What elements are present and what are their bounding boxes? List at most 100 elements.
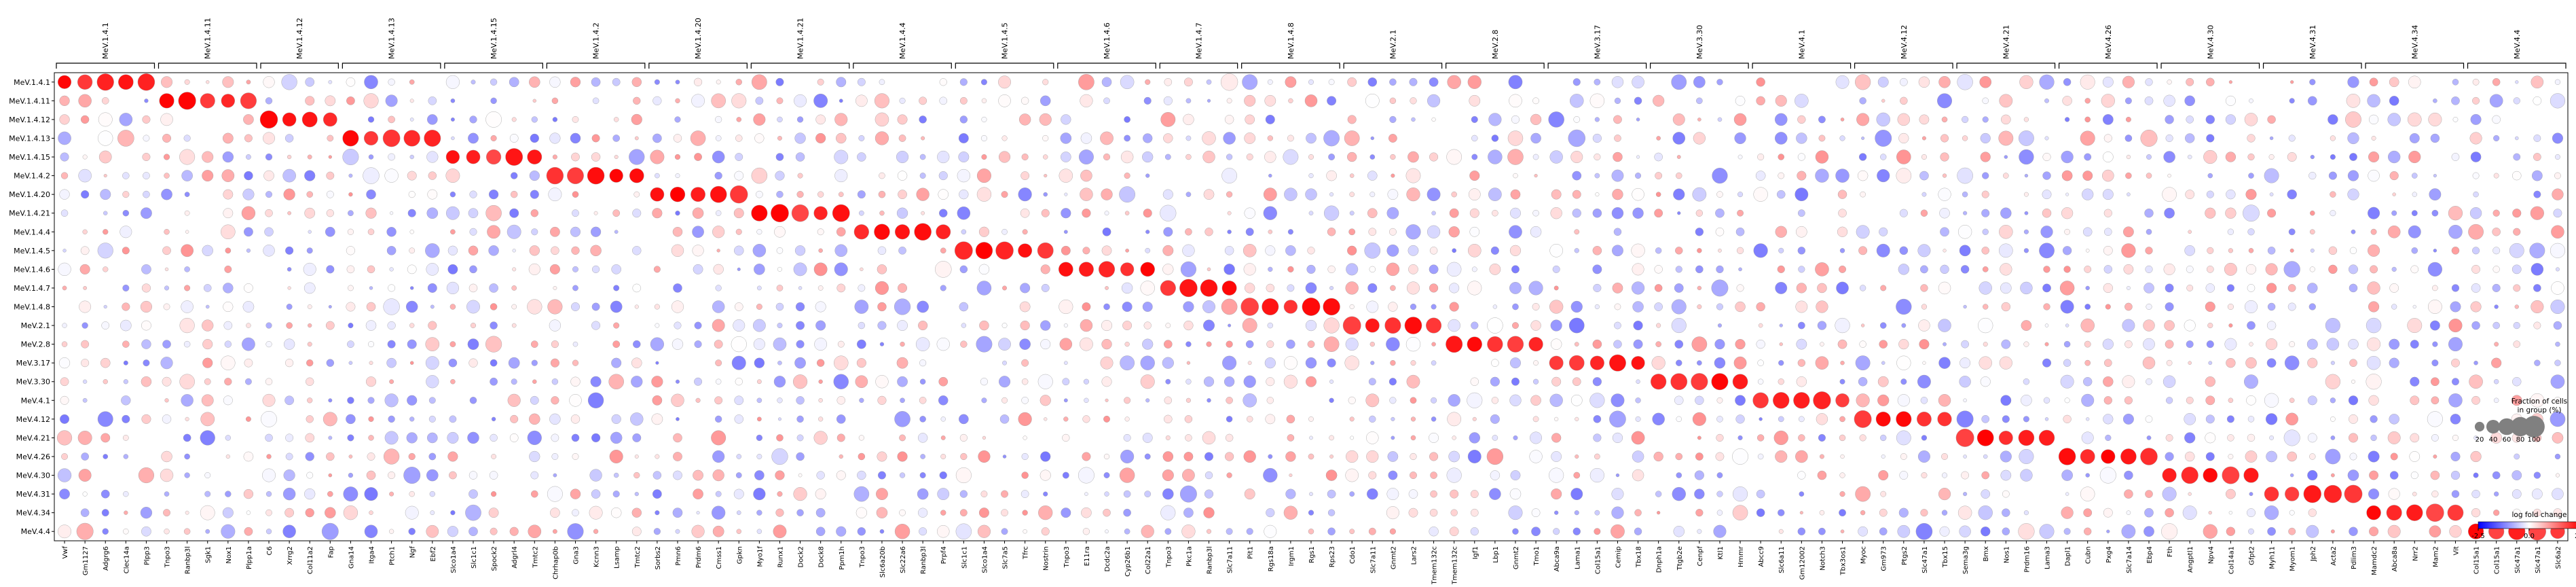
- dot: [676, 417, 680, 421]
- dot: [1244, 488, 1255, 500]
- dot: [1080, 188, 1093, 201]
- dot: [1288, 98, 1293, 103]
- dot: [1898, 264, 1910, 275]
- dot: [2023, 117, 2029, 122]
- dot: [1778, 416, 1784, 423]
- dot: [408, 528, 416, 535]
- dot: [1064, 192, 1068, 196]
- dot: [959, 96, 968, 105]
- dot: [1921, 136, 1926, 141]
- dot: [445, 168, 460, 183]
- dot: [1470, 527, 1479, 536]
- dot: [1963, 304, 1967, 309]
- dot: [914, 223, 932, 241]
- dot: [1799, 511, 1803, 515]
- dot: [1654, 284, 1663, 292]
- dot: [570, 488, 581, 499]
- group-label: MeV.1.4.13: [388, 18, 397, 59]
- colorbar: [2478, 521, 2576, 529]
- dot: [2184, 432, 2196, 444]
- dot: [2471, 264, 2480, 274]
- dot: [2308, 303, 2316, 310]
- dot: [1778, 529, 1784, 534]
- dot: [1265, 414, 1276, 425]
- dot: [388, 115, 395, 124]
- dot: [1202, 300, 1215, 313]
- dot: [898, 247, 906, 255]
- dot: [1815, 150, 1829, 164]
- dot: [2325, 318, 2340, 334]
- dot: [242, 188, 255, 200]
- group-label: MeV.4.21: [2002, 25, 2010, 59]
- dot: [1041, 283, 1050, 292]
- dot: [346, 96, 355, 105]
- dot: [1408, 508, 1418, 518]
- dot: [530, 133, 539, 143]
- dot: [2492, 209, 2500, 217]
- dot: [1388, 228, 1397, 236]
- dot: [263, 76, 275, 88]
- dot: [916, 188, 930, 201]
- dot: [283, 338, 295, 350]
- dot: [1370, 136, 1374, 141]
- dot: [1674, 283, 1684, 293]
- dot: [1716, 472, 1723, 478]
- dot: [1796, 132, 1807, 144]
- dot: [2188, 230, 2192, 234]
- dot: [2369, 470, 2379, 480]
- dot: [571, 433, 580, 442]
- dot: [711, 430, 726, 446]
- dot: [652, 133, 662, 143]
- dot: [1263, 188, 1277, 201]
- dot: [1307, 247, 1315, 255]
- dot: [2186, 266, 2194, 273]
- dot: [631, 376, 643, 388]
- dot: [471, 79, 476, 85]
- dot: [342, 149, 359, 166]
- dot: [2387, 524, 2401, 538]
- dot: [2120, 448, 2137, 465]
- dot: [652, 208, 663, 219]
- column-label: Gm12002: [1799, 546, 1806, 580]
- group-bracket: [2467, 63, 2566, 69]
- dot: [185, 230, 189, 234]
- dot: [1634, 509, 1642, 516]
- dot: [1714, 339, 1725, 350]
- dot: [2492, 283, 2501, 292]
- dot: [1185, 341, 1192, 347]
- dot: [1530, 431, 1543, 444]
- dot: [1860, 191, 1866, 198]
- dot: [2206, 266, 2214, 273]
- dot: [530, 471, 539, 480]
- dot: [1942, 173, 1947, 178]
- dot: [2287, 451, 2298, 462]
- dot: [1102, 227, 1111, 236]
- dot: [815, 527, 826, 536]
- dot: [940, 510, 946, 516]
- dot: [96, 73, 114, 91]
- dot: [813, 206, 828, 220]
- dot: [1431, 211, 1436, 215]
- dot: [1549, 467, 1564, 483]
- dot: [1489, 263, 1501, 275]
- dot: [756, 454, 762, 459]
- dot: [1919, 114, 1930, 125]
- dot: [1021, 359, 1029, 367]
- group-bracket: [955, 63, 1054, 69]
- row-label: MeV.1.4.1: [14, 78, 50, 87]
- column-label: Cenpf: [1697, 546, 1704, 567]
- dot: [2126, 285, 2131, 290]
- dot: [1226, 154, 1233, 160]
- dot: [1002, 360, 1007, 366]
- dot: [1959, 357, 1971, 369]
- dot: [2512, 209, 2522, 218]
- dot: [1018, 113, 1031, 126]
- dot: [2368, 244, 2380, 257]
- dot: [164, 285, 170, 291]
- dot: [1778, 378, 1784, 385]
- dot: [1532, 154, 1539, 160]
- column-label: Fth: [2167, 546, 2174, 557]
- dot: [2266, 413, 2278, 425]
- dot: [671, 393, 684, 407]
- dot: [1119, 467, 1135, 483]
